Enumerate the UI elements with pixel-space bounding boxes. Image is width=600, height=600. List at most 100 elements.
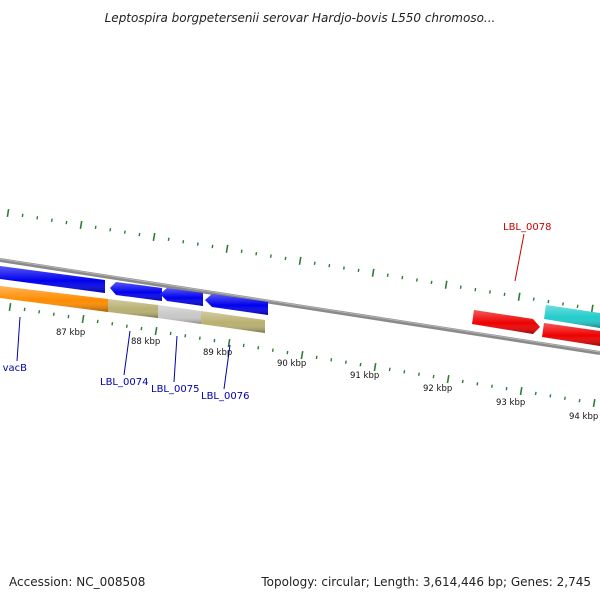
inner-tick-13 xyxy=(198,336,201,340)
kbp-label-90: 90 kbp xyxy=(277,359,306,369)
inner-tick-19 xyxy=(286,350,289,355)
outer-tick-29 xyxy=(430,280,433,285)
inner-tick-5 xyxy=(81,314,85,324)
gene-blue-3-shade xyxy=(160,288,203,306)
leader-LBL_0076 xyxy=(223,344,231,390)
inner-tick-20 xyxy=(300,350,304,360)
outer-tick-20 xyxy=(298,256,302,265)
outer-tick-17 xyxy=(255,251,258,256)
outer-tick-24 xyxy=(357,268,360,273)
outer-tick-6 xyxy=(94,225,97,230)
outer-tick-2 xyxy=(36,216,39,220)
inner-tick-0 xyxy=(8,302,12,312)
inner-tick-18 xyxy=(271,348,274,352)
inner-tick-3 xyxy=(52,312,55,316)
inner-tick-23 xyxy=(344,360,347,364)
kbp-labels: 87 kbp 88 kbp 89 kbp 90 kbp 91 kbp 92 kb… xyxy=(56,328,598,422)
kbp-label-94: 94 kbp xyxy=(569,412,598,422)
inner-tick-26 xyxy=(388,367,391,372)
gene-label-leaders xyxy=(16,233,525,390)
gene-label-LBL_0078[interactable]: LBL_0078 xyxy=(503,222,551,233)
inner-tick-40 xyxy=(592,398,596,408)
outer-tick-marks xyxy=(6,208,594,313)
outer-tick-23 xyxy=(343,266,345,270)
outer-tick-27 xyxy=(401,275,404,280)
outer-tick-1 xyxy=(21,213,24,218)
gene-label-LBL_0075[interactable]: LBL_0075 xyxy=(151,384,199,395)
inner-tick-27 xyxy=(403,370,406,374)
leader-LBL_0074 xyxy=(123,330,131,376)
inner-tick-marks xyxy=(8,302,596,408)
gene-labels: vacB LBL_0074 LBL_0075 LBL_0076 LBL_0078 xyxy=(3,222,552,402)
outer-tick-10 xyxy=(152,232,156,242)
gene-label-LBL_0074[interactable]: LBL_0074 xyxy=(100,377,148,388)
inner-tick-15 xyxy=(227,338,231,348)
outer-tick-11 xyxy=(167,237,170,242)
gene-features xyxy=(0,266,600,346)
leader-LBL_0075 xyxy=(173,335,178,383)
inner-tick-7 xyxy=(111,322,114,326)
gene-khaki-LBL_0074-shade xyxy=(108,299,158,318)
gene-label-LBL_0076[interactable]: LBL_0076 xyxy=(201,391,249,402)
inner-tick-14 xyxy=(213,338,216,343)
kbp-label-93: 93 kbp xyxy=(496,398,525,408)
gene-red-1-shade xyxy=(472,310,540,334)
inner-tick-30 xyxy=(446,374,450,384)
outer-tick-22 xyxy=(328,263,331,268)
map-title: Leptospira borgpetersenii serovar Hardjo… xyxy=(105,11,496,25)
inner-tick-25 xyxy=(373,362,377,372)
outer-tick-15 xyxy=(225,244,229,253)
outer-tick-37 xyxy=(547,299,550,304)
outer-tick-36 xyxy=(532,297,535,301)
outer-tick-16 xyxy=(240,249,243,254)
outer-tick-14 xyxy=(211,244,214,249)
outer-tick-5 xyxy=(79,220,83,230)
outer-tick-35 xyxy=(517,292,521,301)
kbp-label-88: 88 kbp xyxy=(131,337,160,347)
outer-tick-34 xyxy=(503,292,506,297)
gene-blue-1-shade xyxy=(0,266,105,293)
gene-grey-LBL_0075-shade xyxy=(158,305,201,324)
outer-tick-25 xyxy=(371,268,375,277)
gene-label-vacB[interactable]: vacB xyxy=(3,363,28,374)
inner-tick-17 xyxy=(257,346,260,350)
outer-tick-26 xyxy=(386,273,389,277)
genome-summary-text: Topology: circular; Length: 3,614,446 bp… xyxy=(260,575,591,589)
chromosome-backbone-highlight xyxy=(0,258,600,353)
outer-tick-32 xyxy=(474,287,477,292)
outer-tick-9 xyxy=(138,232,141,237)
inner-tick-35 xyxy=(519,386,523,396)
gene-red-2-shade xyxy=(542,323,600,346)
inner-tick-2 xyxy=(38,310,41,314)
outer-tick-18 xyxy=(269,254,272,258)
outer-tick-8 xyxy=(123,230,126,234)
accession-text: Accession: NC_008508 xyxy=(9,575,145,589)
outer-tick-30 xyxy=(444,280,448,289)
gene-orange-vacB-shade xyxy=(0,286,108,312)
outer-tick-21 xyxy=(313,261,316,265)
kbp-label-89: 89 kbp xyxy=(203,348,232,358)
inner-tick-9 xyxy=(140,326,143,331)
inner-tick-31 xyxy=(461,379,464,384)
outer-tick-12 xyxy=(182,239,185,244)
inner-tick-34 xyxy=(505,386,508,391)
inner-tick-32 xyxy=(476,382,479,386)
inner-tick-10 xyxy=(154,326,158,336)
inner-tick-28 xyxy=(418,372,420,376)
inner-tick-29 xyxy=(432,374,435,379)
inner-tick-6 xyxy=(96,319,99,324)
inner-tick-33 xyxy=(491,384,493,388)
inner-tick-12 xyxy=(184,334,187,338)
inner-tick-21 xyxy=(315,355,318,360)
kbp-label-91: 91 kbp xyxy=(350,371,379,381)
outer-tick-3 xyxy=(50,218,53,222)
gene-blue-4-shade xyxy=(205,294,268,315)
outer-tick-31 xyxy=(459,285,462,289)
outer-tick-39 xyxy=(576,304,579,309)
inner-tick-24 xyxy=(359,362,362,367)
gene-cyan-LBL_0078-shade xyxy=(544,305,600,328)
inner-tick-38 xyxy=(564,396,566,400)
inner-tick-22 xyxy=(330,358,333,362)
outer-tick-4 xyxy=(65,220,68,225)
